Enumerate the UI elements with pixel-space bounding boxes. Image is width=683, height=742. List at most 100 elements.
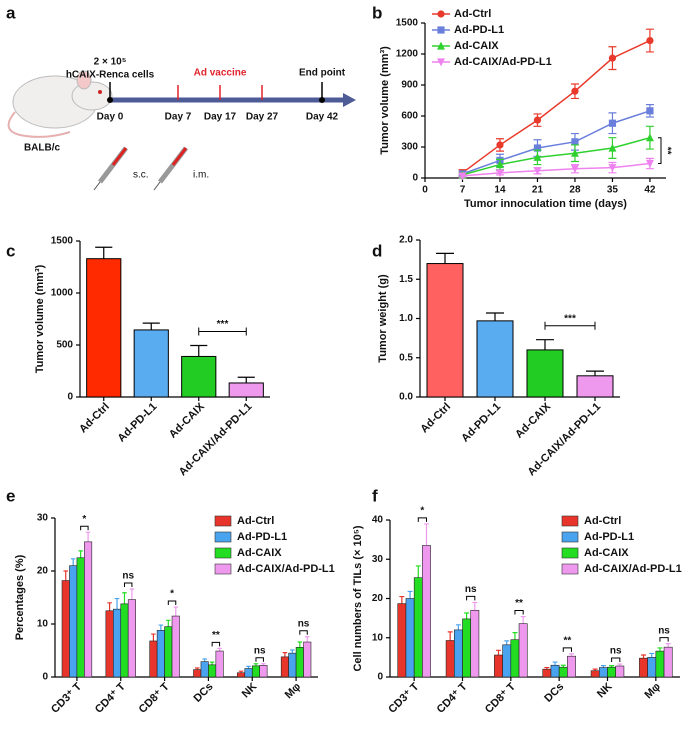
y-tick-label: 30 [372, 554, 384, 565]
error-bar [472, 601, 478, 611]
marker [458, 172, 467, 181]
bar [112, 608, 122, 678]
bar [550, 664, 560, 678]
x-tick-label: DCs [192, 681, 216, 705]
bar [598, 667, 608, 678]
error-bar [114, 597, 120, 610]
x-tick-label: Mφ [283, 681, 304, 702]
bar [445, 640, 455, 678]
marker [608, 54, 617, 62]
significance-bracket [611, 657, 621, 663]
mouse-tail [7, 111, 71, 138]
bar [288, 652, 297, 678]
y-tick-label: 500 [56, 340, 73, 351]
legend-label: Ad-CAIX [454, 40, 499, 52]
error-bar [190, 344, 208, 357]
bar [542, 668, 552, 678]
syringe [93, 146, 128, 191]
y-tick-label: 1500 [51, 236, 74, 247]
bar [244, 668, 253, 678]
bar [193, 669, 202, 678]
error-bar [407, 590, 413, 599]
day-label: Day 42 [306, 112, 339, 123]
y-tick-label: 2.0 [399, 235, 413, 246]
x-tick-label: CD3⁺ T [386, 680, 421, 715]
legend-label: Ad-CAIX/Ad-PD-L1 [237, 563, 335, 575]
y-tick-label: 600 [401, 111, 418, 122]
marker [533, 167, 542, 176]
marker [646, 107, 654, 115]
x-axis-label: Tumor innoculation time (days) [464, 198, 627, 210]
y-tick-label: 1200 [396, 49, 419, 60]
y-tick-label: 0.5 [399, 352, 413, 363]
schematic: a BALB/c 2 × 10⁵ hCAIX-Renca cells Ad va… [6, 3, 356, 191]
marker [533, 153, 542, 161]
mouse-eye [98, 90, 102, 94]
error-bar [657, 647, 663, 652]
error-bar [504, 640, 510, 645]
x-tick-label: NK [595, 681, 615, 701]
significance-label: ns [298, 618, 310, 629]
significance-bracket [211, 641, 221, 647]
significance-label: ns [658, 625, 670, 636]
legend-swatch [214, 531, 232, 543]
x-tick-label: 28 [569, 185, 581, 196]
bar [86, 258, 122, 398]
panel-label: a [6, 3, 16, 22]
x-tick-label: NK [240, 681, 260, 701]
x-tick-label: DCs [542, 681, 566, 705]
error-bar [560, 664, 566, 668]
error-bar [209, 661, 215, 665]
bar [156, 630, 165, 678]
significance-label: ** [661, 147, 672, 155]
error-bar [122, 592, 127, 604]
x-tick-label: Ad-PD-L1 [459, 401, 503, 445]
day-dot [319, 97, 325, 103]
marker [437, 41, 445, 50]
y-tick-label: 20 [37, 566, 49, 577]
marker [496, 141, 504, 149]
bar [405, 598, 415, 678]
bar [397, 603, 407, 678]
marker [608, 119, 617, 127]
significance-label: ** [212, 630, 220, 641]
legend-label: Ad-PD-L1 [237, 531, 287, 543]
day-label: Day 17 [204, 112, 237, 123]
x-tick-label: 7 [460, 185, 466, 196]
error-bar [617, 663, 623, 667]
error-bar [665, 643, 671, 648]
panel-label: c [6, 241, 15, 260]
legend-swatch [214, 563, 232, 575]
bar [303, 641, 312, 678]
legend-swatch [561, 531, 579, 543]
bar [647, 657, 657, 678]
bar [76, 557, 85, 678]
marker [533, 144, 542, 152]
mouse-head [71, 81, 113, 111]
error-bar [78, 550, 83, 558]
error-bar [496, 649, 501, 656]
x-tick-label: Mφ [642, 681, 663, 702]
marker [496, 160, 504, 169]
bar [422, 545, 431, 678]
error-bar [436, 252, 454, 264]
legend-label: Ad-CAIX [237, 547, 282, 559]
significance-label: ns [610, 646, 622, 657]
panel-label: d [372, 241, 382, 260]
x-tick-label: Ad-Ctrl [418, 401, 453, 436]
legend-label: Ad-PD-L1 [584, 531, 634, 543]
y-tick-label: 10 [372, 632, 384, 643]
y-axis-label: Tumor weight (g) [377, 274, 389, 363]
significance-label: *** [217, 319, 229, 330]
bar [171, 615, 180, 678]
y-tick-label: 300 [401, 142, 418, 153]
error-bar [297, 641, 303, 648]
significance-bracket [658, 137, 662, 165]
legend-label: Ad-CAIX/Ad-PD-L1 [454, 56, 552, 68]
significance-bracket [255, 657, 264, 662]
y-tick-label: 10 [37, 619, 49, 630]
error-bar [586, 370, 604, 376]
route-label: s.c. [133, 170, 149, 181]
mouse-ear [76, 70, 92, 90]
bar [413, 577, 423, 678]
